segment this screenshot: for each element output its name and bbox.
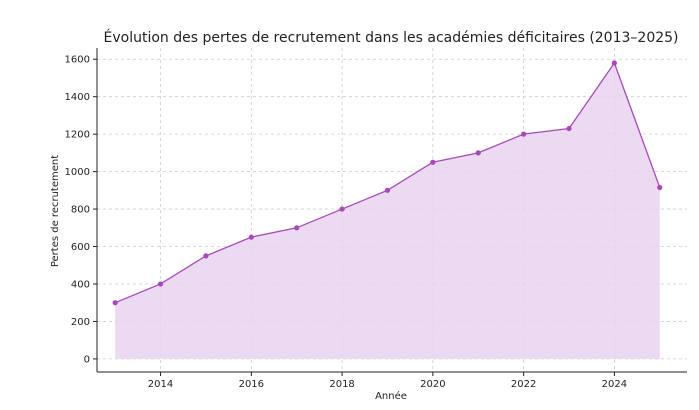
x-tick-label: 2022 [511,379,536,390]
data-point [112,300,118,306]
data-point [339,206,345,212]
data-point [248,234,254,240]
data-point [294,225,300,231]
data-point [566,125,572,132]
data-point [157,281,164,287]
chart-title: Évolution des pertes de recrutement dans… [104,29,679,46]
data-point [657,184,663,191]
x-tick-label: 2024 [602,379,627,390]
data-point [430,159,436,165]
x-axis-label: Année [375,390,407,402]
axes [96,48,687,373]
y-tick-label: 200 [71,317,90,328]
x-tick-label: 2020 [420,379,445,390]
y-tick-label: 1000 [65,167,90,178]
data-point [611,60,617,66]
x-tick-label: 2018 [329,379,354,390]
y-tick-label: 1400 [65,92,90,103]
area-fill [115,62,660,359]
data-point [475,150,481,156]
y-axis-label: Pertes de recrutement [50,155,61,267]
y-tick-label: 1600 [65,55,90,66]
x-tick-label: 2014 [148,379,173,390]
data-point [203,253,209,259]
y-tick-label: 800 [71,205,90,216]
y-tick-label: 600 [71,242,90,253]
y-tick-label: 400 [71,279,90,290]
ticks: 2014 2016 2018 2020 2022 2024 0 200 400 600 800 100… [65,55,628,390]
data-point [384,187,391,193]
x-tick-label: 2016 [239,379,264,390]
data-points [112,60,663,306]
data-point [521,131,527,137]
y-tick-label: 0 [84,354,90,365]
y-tick-label: 1200 [65,130,90,141]
